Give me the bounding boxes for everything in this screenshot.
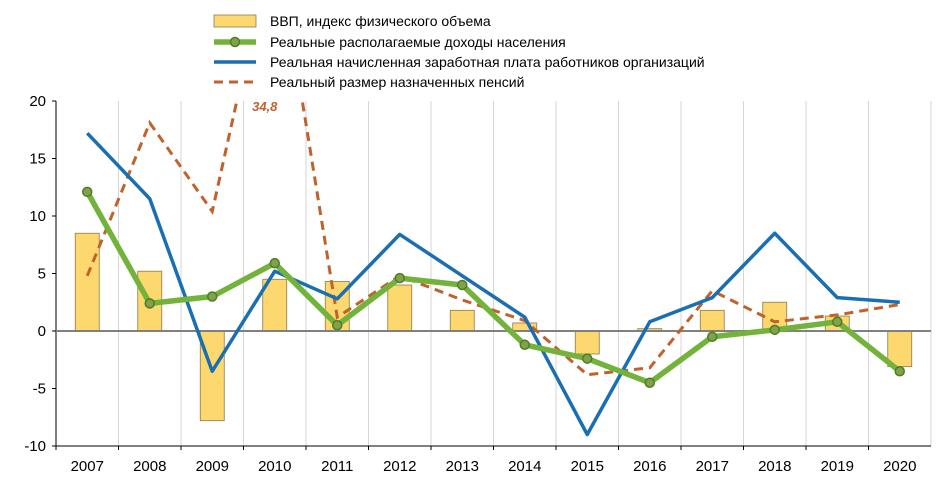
series-income-line: [84, 190, 902, 386]
x-tick-label: 2016: [633, 458, 666, 475]
x-tick-label: 2020: [883, 458, 916, 475]
income-marker-2008: [144, 298, 155, 309]
series-wages-line: [85, 131, 900, 437]
income-marker-2018: [769, 324, 780, 336]
bar-2012: [387, 284, 413, 332]
axis-layer: [52, 100, 931, 450]
income-marker-2017: [707, 331, 718, 342]
income-marker-2013: [457, 279, 468, 291]
x-tick-label: 2011: [321, 458, 353, 475]
bar-2015: [574, 330, 600, 355]
legend-label: Реальный размер назначенных пенсий: [270, 74, 524, 90]
x-tick-label: 2015: [571, 458, 604, 475]
bar-2017: [699, 309, 725, 332]
x-tick-label: 2007: [71, 458, 104, 475]
y-tick-label: 20: [29, 93, 46, 110]
income-marker-2010: [269, 257, 280, 269]
x-tick-label: 2014: [508, 458, 541, 475]
income-marker-2011: [332, 320, 343, 331]
income-marker-2012: [394, 272, 405, 284]
x-tick-label: 2012: [383, 458, 416, 475]
y-tick-label: -5: [33, 381, 46, 398]
x-tick-label: 2009: [196, 458, 229, 475]
income-marker-2016: [644, 377, 655, 388]
x-tick-label: 2019: [821, 458, 854, 475]
legend-marker-income: [229, 36, 241, 48]
series-pension-line: [85, 101, 900, 377]
bar-2013: [449, 309, 475, 332]
legend-label: ВВП, индекс физического объема: [270, 13, 491, 29]
income-marker-2014: [519, 339, 530, 351]
legend-label: Реальные располагаемые доходы населения: [270, 34, 566, 50]
income-marker-2019: [832, 316, 843, 328]
income-marker-2007: [82, 186, 93, 198]
bar-2010: [262, 278, 288, 332]
x-tick-label: 2018: [758, 458, 791, 475]
income-marker-2020: [894, 366, 905, 377]
x-tick-label: 2017: [696, 458, 729, 475]
x-tick-label: 2010: [258, 458, 291, 475]
bar-2007: [74, 232, 100, 332]
lines-layer: [82, 101, 905, 437]
legend-label: Реальная начисленная заработная плата ра…: [270, 54, 705, 70]
y-tick-label: 5: [38, 266, 46, 283]
legend: ВВП, индекс физического объема Реальные р…: [213, 13, 705, 90]
legend-swatch-gdp: [213, 14, 257, 28]
annotation-label: 34,8: [252, 99, 278, 114]
y-tick-label: -10: [24, 438, 46, 455]
labels-layer: -10 -5 0 5 10 15 20 2007 2008 2009 2010 2011 2012 201…: [24, 93, 916, 475]
grid-layer: [55, 101, 932, 446]
income-marker-2015: [582, 353, 593, 364]
y-tick-label: 15: [29, 151, 46, 168]
income-marker-2009: [207, 291, 218, 302]
y-tick-label: 10: [29, 208, 46, 225]
y-tick-label: 0: [38, 323, 46, 340]
x-tick-label: 2013: [446, 458, 479, 475]
x-tick-label: 2008: [133, 458, 166, 475]
